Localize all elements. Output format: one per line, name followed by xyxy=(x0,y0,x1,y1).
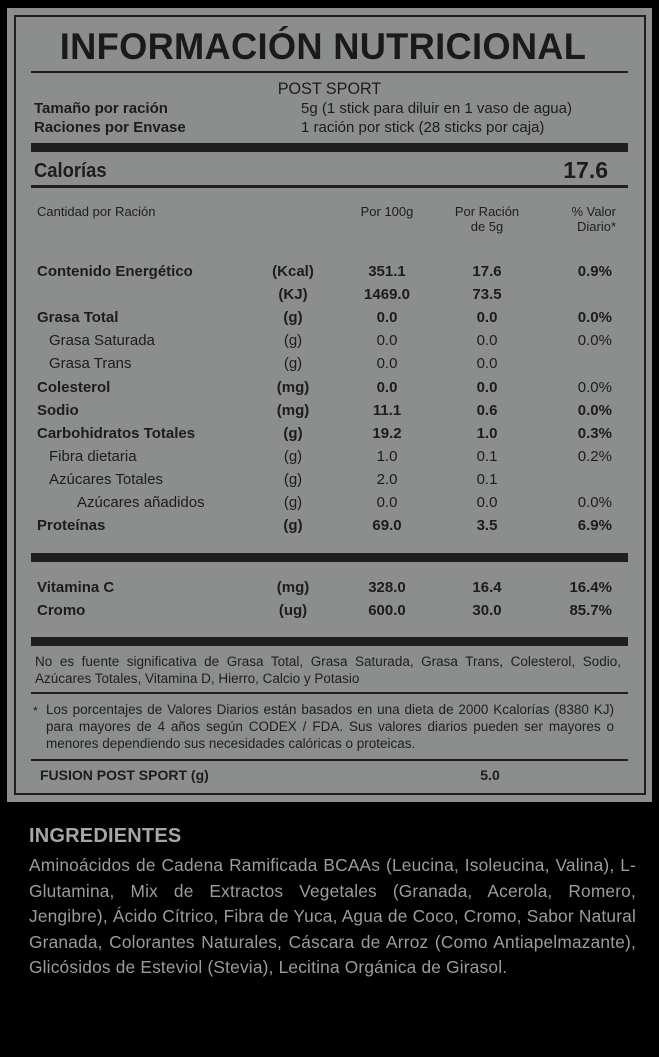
product-weight-value: 5.0 xyxy=(480,767,500,783)
divider xyxy=(31,759,628,761)
micronutrient-row-vitamin-c: Vitamina C (mg) 328.0 16.4 16.4% xyxy=(37,579,612,596)
nutrition-label-panel xyxy=(7,8,652,802)
label-title: INFORMACIÓN NUTRICIONAL xyxy=(59,26,587,67)
nutrient-row-total-sugars: Azúcares Totales (g) 2.0 0.1 xyxy=(49,471,498,488)
column-header-per-serving-line2: de 5g xyxy=(470,219,504,234)
column-header-per-serving: Por Ración de 5g xyxy=(447,204,527,234)
nutrient-row-cholesterol: Colesterol (mg) 0.0 0.0 0.0% xyxy=(37,379,612,396)
product-weight-label: FUSION POST SPORT (g) xyxy=(40,767,209,783)
nutrient-row-total-carbs: Carbohidratos Totales (g) 19.2 1.0 0.3% xyxy=(37,425,612,442)
serving-size-label: Tamaño por ración xyxy=(34,100,168,117)
footnote-asterisk: * xyxy=(33,704,38,718)
calories-label: Calorías xyxy=(34,160,107,182)
column-header-dv-line1: % Valor xyxy=(571,204,616,219)
nutrient-row-energy-kcal: Contenido Energético (Kcal) 351.1 17.6 0… xyxy=(37,263,612,280)
nutrient-row-protein: Proteínas (g) 69.0 3.5 6.9% xyxy=(37,517,612,534)
ingredients-title: INGREDIENTES xyxy=(29,825,182,847)
nutrient-row-energy-kj: (KJ) 1469.0 73.5 xyxy=(278,286,502,303)
divider xyxy=(31,692,628,694)
servings-per-container-label: Raciones por Envase xyxy=(34,119,186,136)
divider xyxy=(31,71,628,73)
nutrient-row-trans-fat: Grasa Trans (g) 0.0 0.0 xyxy=(49,355,498,372)
divider-thick xyxy=(31,143,628,152)
nutrient-row-added-sugars: Azúcares añadidos (g) 0.0 0.0 0.0% xyxy=(77,494,612,511)
nutrient-row-total-fat: Grasa Total (g) 0.0 0.0 0.0% xyxy=(37,309,612,326)
divider-thick xyxy=(31,637,628,646)
column-header-amount: Cantidad por Ración xyxy=(37,204,156,219)
column-header-dv-line2: Diario* xyxy=(576,219,616,234)
servings-per-container-value: 1 ración por stick (28 sticks por caja) xyxy=(301,119,545,136)
nutrition-label-frame xyxy=(14,15,646,795)
serving-size-value: 5g (1 stick para diluir en 1 vaso de agu… xyxy=(301,100,572,117)
micronutrient-row-chromium: Cromo (ug) 600.0 30.0 85.7% xyxy=(37,602,612,619)
nutrient-row-saturated-fat: Grasa Saturada (g) 0.0 0.0 0.0% xyxy=(49,332,612,349)
column-header-daily-value: % Valor Diario* xyxy=(550,204,616,234)
calories-value: 17.6 xyxy=(563,157,608,183)
column-header-per-100g: Por 100g xyxy=(360,204,414,219)
daily-value-footnote: Los porcentajes de Valores Diarios están… xyxy=(46,702,614,751)
divider xyxy=(31,185,628,188)
column-header-per-serving-line1: Por Ración xyxy=(454,204,520,219)
divider-thick xyxy=(31,553,628,562)
nutrient-row-dietary-fiber: Fibra dietaria (g) 1.0 0.1 0.2% xyxy=(49,448,612,465)
nutrient-row-sodium: Sodio (mg) 11.1 0.6 0.0% xyxy=(37,402,612,419)
ingredients-text: Aminoácidos de Cadena Ramificada BCAAs (… xyxy=(29,855,636,978)
not-significant-note: No es fuente significativa de Grasa Tota… xyxy=(35,654,621,686)
product-name: POST SPORT xyxy=(277,79,382,98)
